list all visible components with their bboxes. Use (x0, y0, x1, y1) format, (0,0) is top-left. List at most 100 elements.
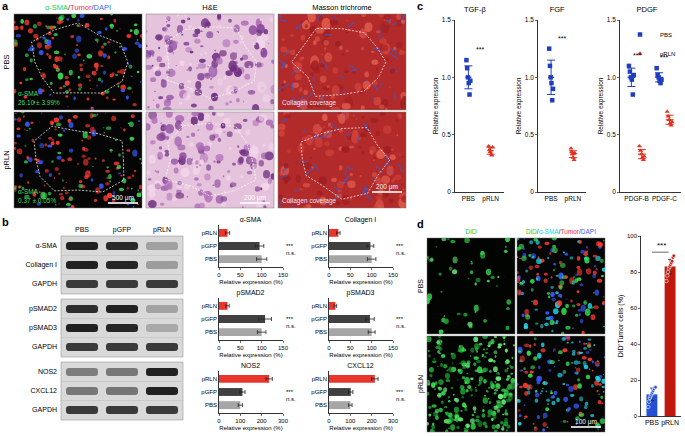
svg-text:n.s.: n.s. (396, 323, 406, 329)
svg-text:α-SMA: α-SMA (18, 188, 39, 195)
svg-text:PBS: PBS (462, 195, 476, 202)
svg-text:FGF: FGF (550, 5, 565, 14)
svg-text:0: 0 (217, 345, 221, 351)
svg-text:α-SMA: α-SMA (35, 242, 57, 249)
svg-text:pRLN: pRLN (482, 195, 499, 203)
svg-text:1.0: 1.0 (525, 74, 534, 81)
svg-text:0: 0 (217, 272, 221, 278)
svg-text:PBS: PBS (315, 256, 327, 262)
svg-text:***: *** (660, 54, 668, 61)
svg-text:a: a (2, 0, 9, 12)
svg-text:300: 300 (388, 418, 399, 424)
svg-text:***: *** (558, 35, 566, 42)
svg-text:1.5: 1.5 (525, 16, 534, 23)
svg-text:c: c (417, 0, 423, 12)
svg-text:pSMAD2: pSMAD2 (236, 289, 264, 297)
svg-text:***: *** (286, 316, 294, 322)
svg-text:pRLN: pRLN (660, 51, 675, 57)
svg-text:1.0: 1.0 (607, 74, 616, 81)
svg-text:0: 0 (612, 188, 616, 195)
svg-text:100: 100 (367, 272, 378, 278)
svg-text:PBS: PBS (315, 402, 327, 408)
svg-text:α-SMA: α-SMA (18, 90, 39, 97)
svg-text:0: 0 (217, 418, 221, 424)
svg-text:Relative expression (%): Relative expression (%) (219, 279, 282, 285)
svg-text:***: *** (286, 389, 294, 395)
svg-text:α-SMA: α-SMA (240, 216, 262, 223)
svg-text:pRLN: pRLN (153, 226, 171, 234)
svg-text:0.5: 0.5 (607, 131, 616, 138)
svg-text:NOS2: NOS2 (38, 368, 57, 375)
svg-text:pGFP: pGFP (311, 389, 327, 395)
svg-text:pSMAD3: pSMAD3 (346, 289, 374, 297)
svg-text:200: 200 (367, 418, 378, 424)
svg-text:PDGF: PDGF (637, 5, 658, 14)
svg-text:Collagen coverage: Collagen coverage (282, 99, 337, 107)
svg-text:60: 60 (630, 305, 637, 311)
svg-text:0: 0 (634, 413, 638, 419)
svg-text:pRLN: pRLN (312, 230, 327, 236)
svg-text:***: *** (286, 243, 294, 249)
svg-text:pGFP: pGFP (113, 226, 132, 234)
svg-text:Collagen I: Collagen I (345, 216, 377, 224)
svg-text:200 μm: 200 μm (376, 183, 398, 191)
svg-text:n.s.: n.s. (396, 396, 406, 402)
svg-text:pRLN: pRLN (202, 230, 217, 236)
svg-text:PBS: PBS (660, 32, 672, 38)
svg-text:pRLN: pRLN (312, 376, 327, 382)
svg-text:500 μm: 500 μm (112, 194, 134, 202)
svg-text:DiD/α-SMA/Tumor/DAPI: DiD/α-SMA/Tumor/DAPI (526, 228, 596, 235)
svg-text:Relative expression: Relative expression (432, 77, 440, 134)
svg-text:26.10 ± 3.99%: 26.10 ± 3.99% (18, 99, 60, 106)
svg-text:Relative expression (%): Relative expression (%) (219, 425, 282, 431)
svg-text:0: 0 (327, 418, 331, 424)
svg-text:PDGF-B: PDGF-B (624, 195, 649, 202)
svg-text:H&E: H&E (202, 3, 217, 12)
svg-text:***: *** (657, 241, 666, 250)
svg-text:50: 50 (237, 345, 244, 351)
svg-text:Relative expression (%): Relative expression (%) (329, 352, 392, 358)
svg-text:pSMAD2: pSMAD2 (29, 305, 57, 313)
svg-text:0.37 ± 0.05%: 0.37 ± 0.05% (18, 197, 56, 204)
svg-text:pRLN: pRLN (202, 376, 217, 382)
svg-text:n.s.: n.s. (286, 396, 296, 402)
svg-text:150: 150 (388, 345, 399, 351)
svg-text:***: *** (396, 316, 404, 322)
svg-text:PBS: PBS (545, 195, 559, 202)
svg-text:0.5: 0.5 (525, 131, 534, 138)
svg-text:α-SMA/Tumor/DAPI: α-SMA/Tumor/DAPI (45, 3, 111, 12)
svg-text:CXCL12: CXCL12 (347, 362, 374, 369)
svg-text:NOS2: NOS2 (241, 362, 260, 369)
svg-text:PBS: PBS (205, 402, 217, 408)
svg-text:PBS: PBS (645, 419, 659, 426)
svg-text:0: 0 (447, 188, 451, 195)
svg-text:DiD: DiD (465, 228, 477, 235)
svg-text:50: 50 (347, 272, 354, 278)
svg-text:Relative expression (%): Relative expression (%) (219, 352, 282, 358)
svg-text:40: 40 (630, 341, 637, 347)
svg-text:80: 80 (630, 269, 637, 275)
svg-text:Masson trichrome: Masson trichrome (312, 3, 372, 12)
svg-text:GAPDH: GAPDH (32, 406, 57, 413)
svg-text:200: 200 (257, 418, 268, 424)
svg-text:***: *** (633, 52, 641, 59)
svg-text:150: 150 (388, 272, 399, 278)
svg-text:Collagen I: Collagen I (25, 261, 57, 269)
svg-text:PBS: PBS (205, 256, 217, 262)
svg-text:1.0: 1.0 (442, 74, 451, 81)
svg-text:pRLN: pRLN (661, 419, 679, 427)
svg-text:Relative expression (%): Relative expression (%) (329, 279, 392, 285)
svg-text:20: 20 (630, 377, 637, 383)
svg-text:DiD⁺Tumor cells (%): DiD⁺Tumor cells (%) (617, 295, 625, 357)
svg-text:pGFP: pGFP (311, 316, 327, 322)
svg-text:pRLN: pRLN (2, 150, 11, 169)
svg-text:pSMAD3: pSMAD3 (29, 324, 57, 332)
svg-text:0: 0 (327, 345, 331, 351)
svg-text:50: 50 (347, 345, 354, 351)
svg-text:b: b (2, 216, 9, 228)
svg-text:Relative expression (%): Relative expression (%) (329, 425, 392, 431)
svg-text:Relative expression: Relative expression (515, 77, 523, 134)
svg-text:Relative expression: Relative expression (597, 77, 605, 134)
svg-text:100 μm: 100 μm (575, 418, 597, 426)
svg-text:100: 100 (627, 233, 638, 239)
